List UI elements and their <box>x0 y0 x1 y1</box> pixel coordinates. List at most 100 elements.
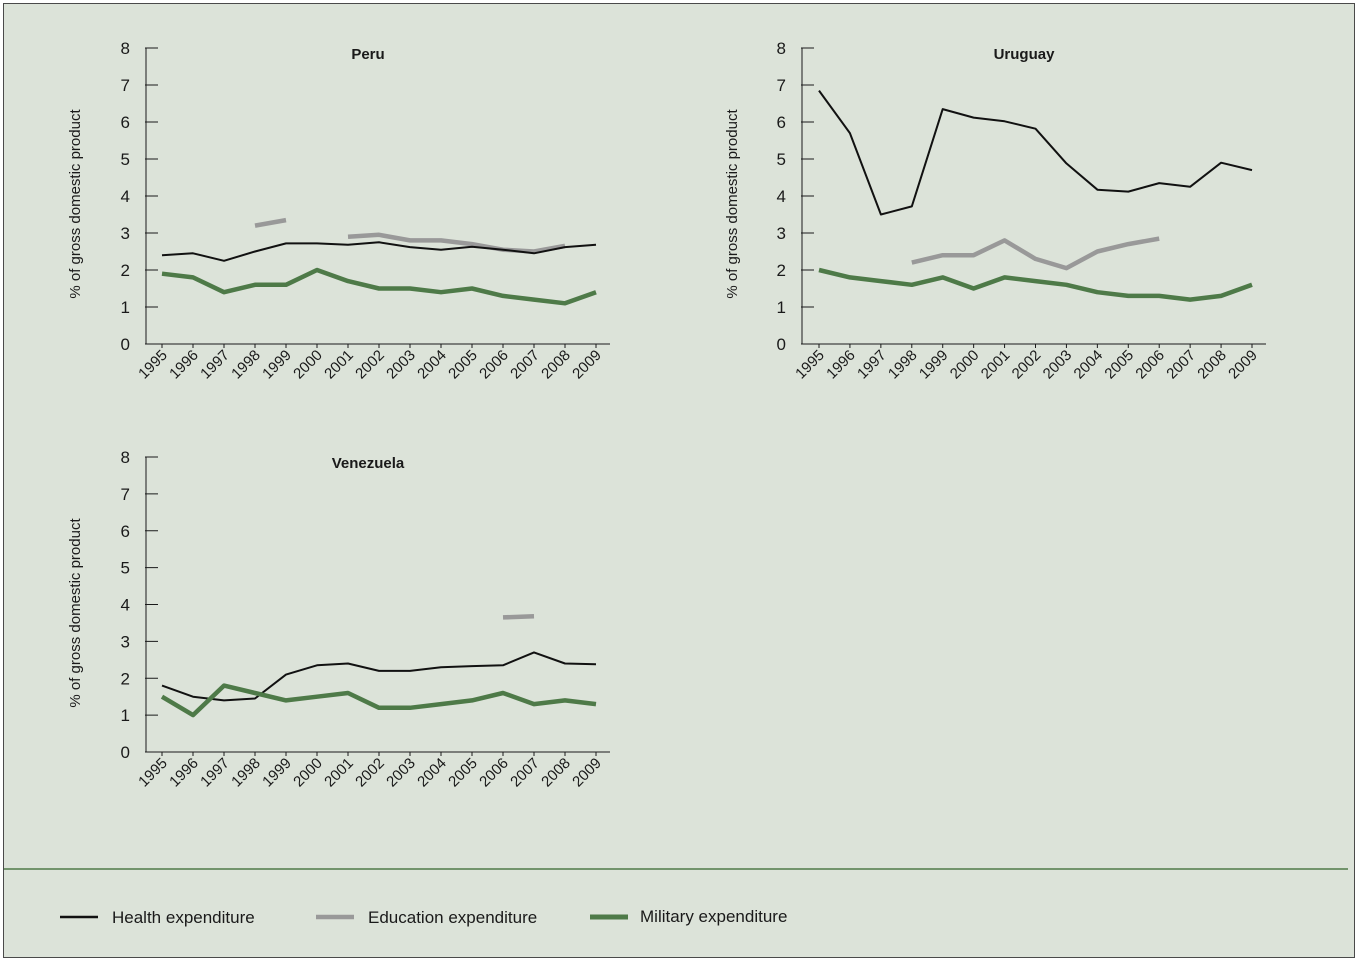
x-tick-label: 2007 <box>507 755 543 791</box>
y-tick-label: 3 <box>777 224 786 243</box>
series-line-health <box>818 90 1253 216</box>
series-line-military <box>160 683 597 718</box>
x-tick-label: 1996 <box>166 347 202 383</box>
y-tick-label: 7 <box>777 76 786 95</box>
x-tick-label: 2005 <box>445 347 481 383</box>
x-tick-label: 2002 <box>352 347 388 383</box>
x-tick-label: 1995 <box>792 347 828 383</box>
y-tick-label: 6 <box>121 522 130 541</box>
y-axis-label: % of gross domestic product <box>67 109 84 299</box>
series-line-health <box>161 241 597 262</box>
y-tick-label: 1 <box>121 706 130 725</box>
series-line-military <box>818 267 1253 302</box>
x-tick-label: 2009 <box>569 755 605 791</box>
legend: Health expenditure Education expenditure… <box>60 907 787 927</box>
y-ticks: 0 1 2 3 4 5 6 7 8 <box>777 39 814 354</box>
chart-title: Venezuela <box>332 455 405 472</box>
x-tick-label: 2004 <box>414 347 450 383</box>
y-tick-label: 7 <box>121 76 130 95</box>
y-tick-label: 8 <box>121 39 130 58</box>
series-line-education <box>347 232 566 254</box>
series-line-health <box>161 651 597 702</box>
x-tick-label: 2000 <box>947 347 983 383</box>
series-lines <box>818 90 1253 302</box>
x-tick-label: 1996 <box>823 347 859 383</box>
x-ticks: 1995199619971998199920002001200220032004… <box>135 752 605 790</box>
y-tick-label: 3 <box>121 224 130 243</box>
x-tick-label: 2004 <box>414 755 450 791</box>
y-ticks: 0 1 2 3 4 5 6 7 8 <box>121 39 158 354</box>
y-axis-label: % of gross domestic product <box>67 518 84 708</box>
x-tick-label: 2008 <box>538 755 574 791</box>
y-ticks: 0 1 2 3 4 5 6 7 8 <box>121 448 158 762</box>
x-tick-label: 2001 <box>321 347 357 383</box>
x-tick-label: 2007 <box>1163 347 1199 383</box>
y-tick-label: 5 <box>121 150 130 169</box>
x-tick-label: 1995 <box>135 755 171 791</box>
x-tick-label: 1995 <box>135 347 171 383</box>
x-tick-label: 2000 <box>290 347 326 383</box>
x-tick-label: 2006 <box>1132 347 1168 383</box>
y-tick-label: 2 <box>121 669 130 688</box>
y-tick-label: 5 <box>121 559 130 578</box>
y-tick-label: 2 <box>121 261 130 280</box>
x-tick-label: 2009 <box>1225 347 1261 383</box>
y-tick-label: 1 <box>121 298 130 317</box>
series-line-education <box>254 217 287 228</box>
y-tick-label: 0 <box>777 335 786 354</box>
y-tick-label: 0 <box>121 335 130 354</box>
x-tick-label: 2008 <box>538 347 574 383</box>
series-lines <box>160 614 597 718</box>
x-tick-label: 2004 <box>1071 347 1107 383</box>
x-tick-label: 2002 <box>352 755 388 791</box>
y-tick-label: 8 <box>777 39 786 58</box>
chart-panel-uruguay: Uruguay % of gross domestic product 0 1 2 3… <box>724 39 1266 382</box>
chart-panel-venezuela: Venezuela % of gross domestic product 01… <box>67 448 610 790</box>
chart-title: Uruguay <box>994 46 1056 63</box>
y-tick-label: 8 <box>121 448 130 467</box>
y-tick-label: 4 <box>121 596 130 615</box>
x-tick-label: 1999 <box>916 347 952 383</box>
x-tick-label: 1999 <box>259 347 295 383</box>
y-tick-label: 4 <box>121 187 130 206</box>
y-tick-label: 0 <box>121 743 130 762</box>
legend-item-health: Health expenditure <box>60 908 255 927</box>
x-tick-label: 2006 <box>476 755 512 791</box>
x-tick-label: 1997 <box>854 347 890 383</box>
x-tick-label: 2003 <box>383 755 419 791</box>
chart-panel-peru: Peru % of gross domestic product 0 1 2 3 4 5 6… <box>67 39 610 382</box>
y-tick-label: 1 <box>777 298 786 317</box>
legend-item-military: Military expenditure <box>590 907 787 926</box>
x-tick-label: 1998 <box>228 347 264 383</box>
y-tick-label: 4 <box>777 187 786 206</box>
x-tick-label: 2006 <box>476 347 512 383</box>
chart-title: Peru <box>351 46 384 63</box>
series-line-education <box>502 614 535 620</box>
legend-label-military: Military expenditure <box>640 907 787 926</box>
x-tick-label: 2003 <box>383 347 419 383</box>
x-tick-label: 1998 <box>885 347 921 383</box>
y-axis-label: % of gross domestic product <box>724 109 741 299</box>
x-tick-label: 2003 <box>1040 347 1076 383</box>
x-tick-label: 2001 <box>978 347 1014 383</box>
y-tick-label: 3 <box>121 632 130 651</box>
series-lines <box>161 217 597 306</box>
x-tick-label: 2000 <box>290 755 326 791</box>
x-tick-label: 1999 <box>259 755 295 791</box>
x-tick-label: 2001 <box>321 755 357 791</box>
x-tick-label: 1997 <box>197 755 233 791</box>
x-tick-label: 1996 <box>166 755 202 791</box>
x-tick-label: 2005 <box>1101 347 1137 383</box>
x-tick-label: 2005 <box>445 755 481 791</box>
y-tick-label: 6 <box>121 113 130 132</box>
x-tick-label: 2008 <box>1194 347 1230 383</box>
y-tick-label: 7 <box>121 485 130 504</box>
y-tick-label: 6 <box>777 113 786 132</box>
y-tick-label: 5 <box>777 150 786 169</box>
legend-label-education: Education expenditure <box>368 908 537 927</box>
legend-label-health: Health expenditure <box>112 908 255 927</box>
x-tick-label: 2009 <box>569 347 605 383</box>
series-line-military <box>161 267 597 306</box>
x-tick-label: 2002 <box>1009 347 1045 383</box>
